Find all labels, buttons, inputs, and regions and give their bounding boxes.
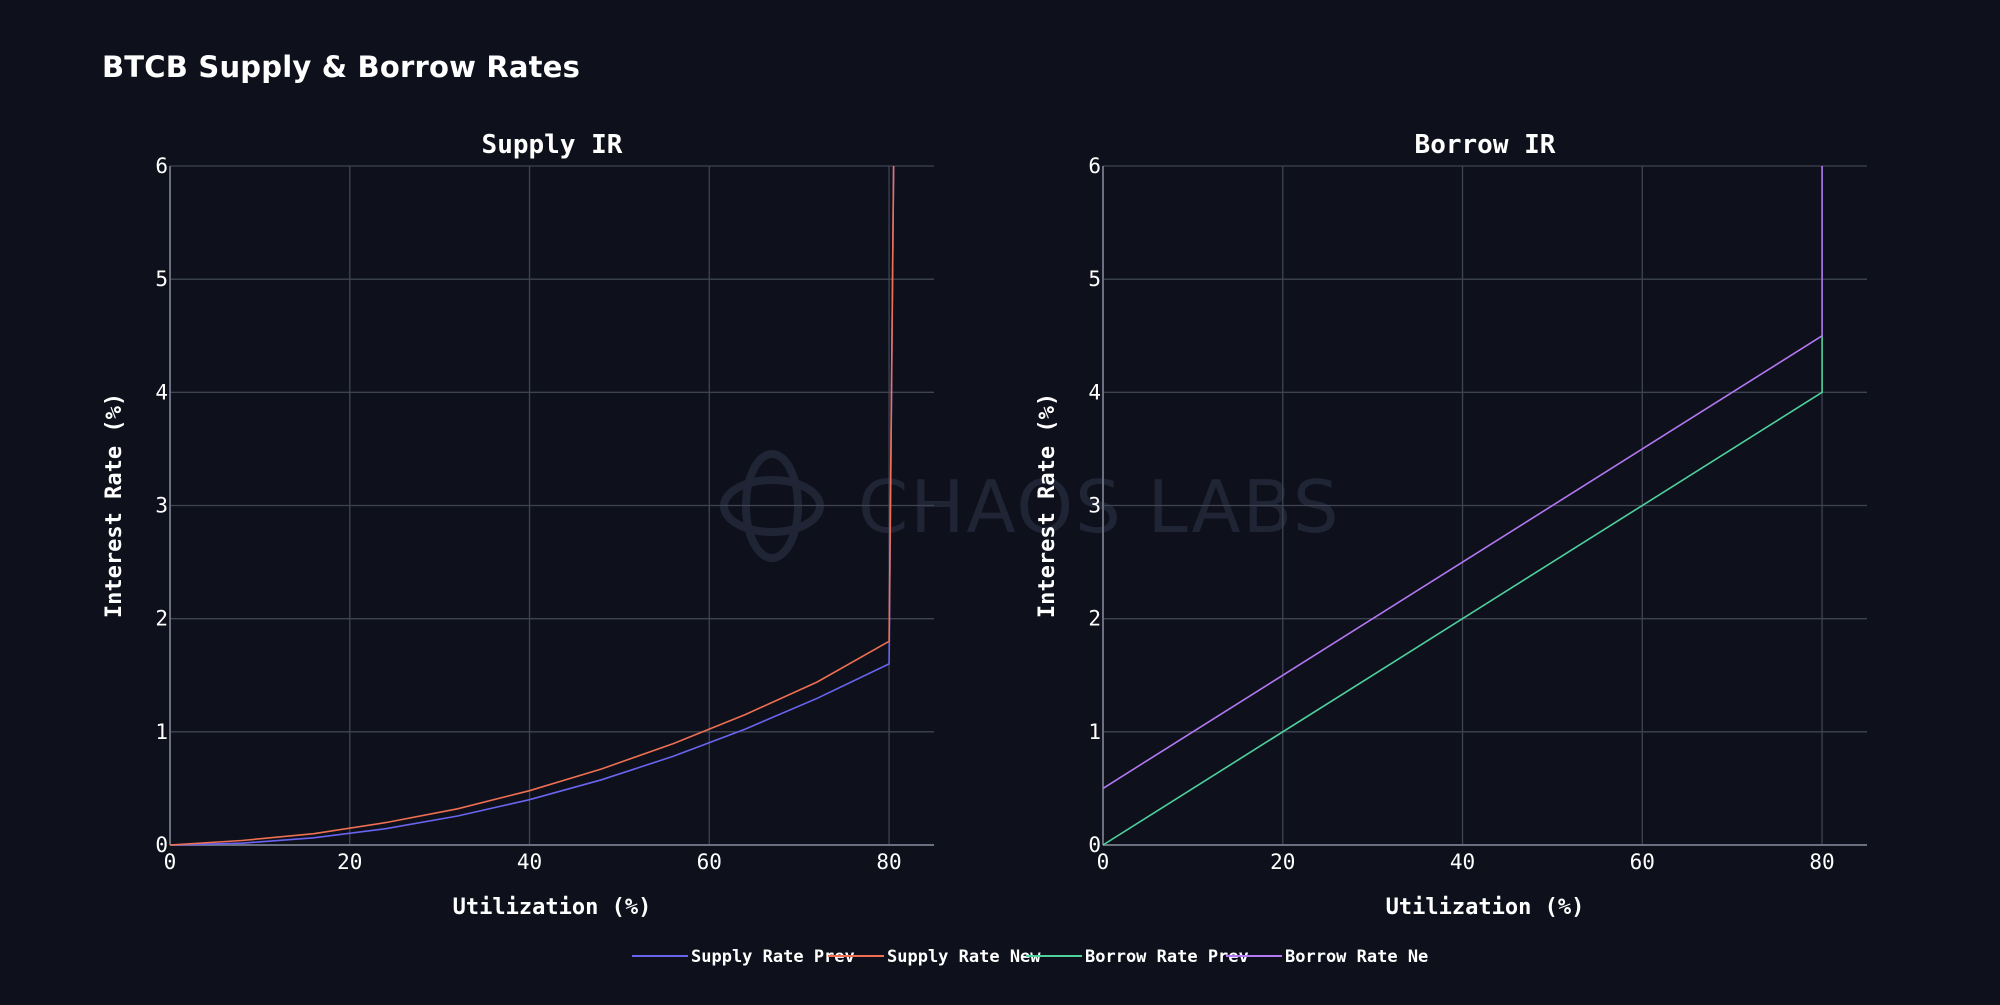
x-tick-label: 60 bbox=[697, 850, 722, 874]
legend-item[interactable]: Supply Rate Prev bbox=[632, 947, 855, 967]
x-axis-title: Utilization (%) bbox=[1386, 895, 1585, 920]
watermark-text: CHAOS LABS bbox=[858, 465, 1341, 549]
y-tick-label: 1 bbox=[1088, 720, 1101, 744]
chart-title: Borrow IR bbox=[1415, 130, 1556, 160]
x-tick-label: 80 bbox=[876, 850, 901, 874]
y-tick-label: 4 bbox=[1088, 380, 1101, 404]
y-tick-label: 3 bbox=[155, 494, 168, 518]
legend-label: Supply Rate New bbox=[887, 947, 1041, 967]
legend-item[interactable]: Supply Rate New bbox=[828, 947, 1041, 967]
legend-item[interactable]: Borrow Rate Prev bbox=[1026, 947, 1249, 967]
y-tick-label: 2 bbox=[1088, 607, 1101, 631]
legend-label: Borrow Rate Prev bbox=[1085, 947, 1249, 967]
watermark: CHAOS LABS bbox=[720, 450, 1341, 562]
y-tick-label: 2 bbox=[155, 607, 168, 631]
y-tick-label: 5 bbox=[1088, 267, 1101, 291]
legend-item[interactable]: Borrow Rate Ne bbox=[1226, 947, 1428, 967]
x-tick-label: 40 bbox=[517, 850, 542, 874]
series-line bbox=[1102, 166, 1823, 790]
x-tick-label: 0 bbox=[164, 850, 177, 874]
x-tick-label: 20 bbox=[337, 850, 362, 874]
legend-label: Borrow Rate Ne bbox=[1285, 947, 1428, 967]
y-tick-label: 0 bbox=[1088, 833, 1101, 857]
x-tick-label: 20 bbox=[1270, 850, 1295, 874]
y-axis-title: Interest Rate (%) bbox=[102, 393, 127, 618]
x-tick-label: 60 bbox=[1630, 850, 1655, 874]
series-line bbox=[169, 165, 895, 846]
y-tick-label: 5 bbox=[155, 267, 168, 291]
y-tick-label: 3 bbox=[1088, 494, 1101, 518]
y-axis-title: Interest Rate (%) bbox=[1035, 393, 1060, 618]
chart-title: Supply IR bbox=[482, 130, 623, 160]
y-tick-label: 1 bbox=[155, 720, 168, 744]
x-tick-label: 40 bbox=[1450, 850, 1475, 874]
legend-label: Supply Rate Prev bbox=[691, 947, 855, 967]
legend[interactable]: Supply Rate Prev Supply Rate New Borrow Ra… bbox=[632, 947, 1428, 967]
x-axis-title: Utilization (%) bbox=[453, 895, 652, 920]
series-line bbox=[1102, 335, 1823, 846]
page-title: BTCB Supply & Borrow Rates bbox=[102, 50, 581, 84]
y-tick-label: 0 bbox=[155, 833, 168, 857]
y-tick-label: 6 bbox=[155, 154, 168, 178]
x-tick-label: 80 bbox=[1809, 850, 1834, 874]
x-tick-label: 0 bbox=[1097, 850, 1110, 874]
y-tick-label: 6 bbox=[1088, 154, 1101, 178]
y-tick-label: 4 bbox=[155, 380, 168, 404]
series-line bbox=[169, 165, 895, 846]
